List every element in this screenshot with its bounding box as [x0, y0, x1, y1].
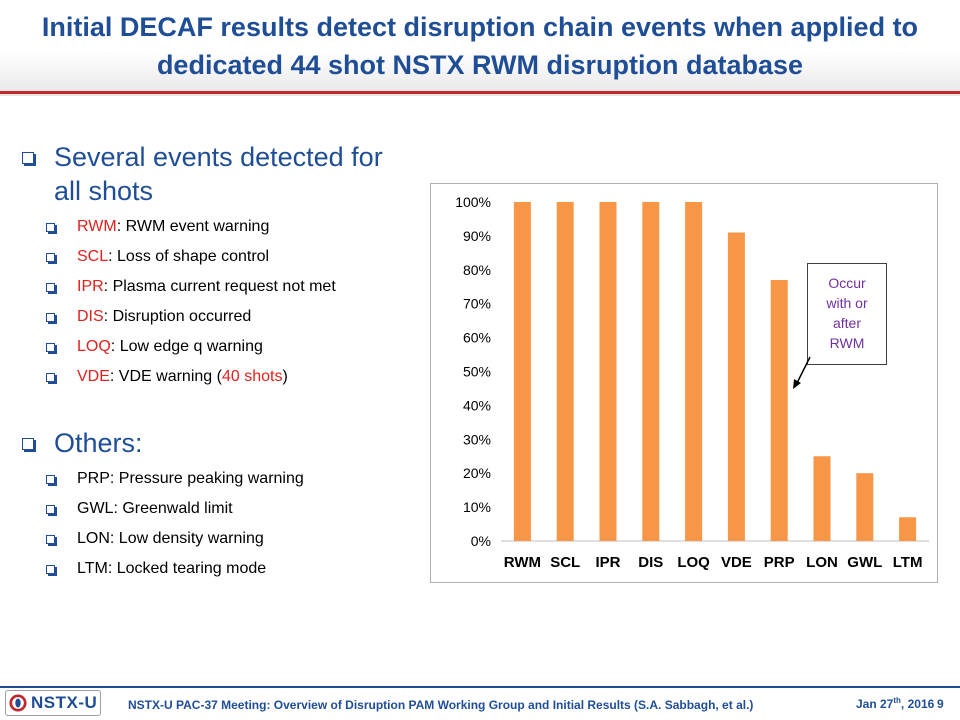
x-tick-label: LTM: [893, 554, 923, 571]
x-tick-label: RWM: [504, 554, 541, 571]
bar-ltm: [899, 517, 917, 541]
bar-ipr: [599, 202, 617, 541]
sub-bullet: DIS: Disruption occurred: [22, 306, 412, 328]
y-tick-label: 70%: [463, 296, 491, 312]
page-number: 9: [937, 697, 944, 711]
bar-loq: [685, 202, 703, 541]
checkbox-bullet-icon: [22, 152, 34, 164]
callout-box: Occur with or after RWM: [807, 263, 887, 365]
bar-rwm: [513, 202, 531, 541]
y-tick-label: 50%: [463, 364, 491, 380]
footer-date: Jan 27th, 2016: [856, 696, 935, 711]
x-tick-label: GWL: [847, 554, 882, 571]
y-tick-label: 30%: [463, 431, 491, 447]
y-tick-label: 80%: [463, 262, 491, 278]
sub-bullet: RWM: RWM event warning: [22, 216, 412, 238]
checkbox-bullet-icon: [46, 373, 55, 382]
event-description: : Disruption occurred: [103, 308, 252, 325]
event-code: DIS: [77, 308, 104, 325]
event-code: RWM: [77, 218, 117, 235]
event-description: : RWM event warning: [116, 218, 270, 235]
sub-bullet: IPR: Plasma current request not met: [22, 276, 412, 298]
callout-line: after: [832, 315, 861, 331]
x-tick-label: IPR: [595, 554, 620, 571]
checkbox-bullet-icon: [46, 475, 55, 484]
sub-bullet: SCL: Loss of shape control: [22, 246, 412, 268]
title-divider: [0, 91, 960, 94]
y-tick-label: 100%: [455, 194, 491, 210]
y-tick-label: 60%: [463, 330, 491, 346]
checkbox-bullet-icon: [46, 313, 55, 322]
shot-count: 40 shots: [221, 368, 283, 385]
bar-scl: [556, 202, 574, 541]
bar-chart: 0% 10% 20% 30% 40% 50% 60% 70% 80% 90% 100% RWM SCL I…: [430, 183, 938, 583]
sub-bullet: LON: Low density warning: [22, 528, 412, 550]
footer-divider: [0, 686, 960, 688]
event-description: : Low edge q warning: [110, 338, 263, 355]
y-tick-label: 20%: [463, 465, 491, 481]
y-tick-label: 0%: [471, 533, 491, 549]
checkbox-bullet-icon: [46, 223, 55, 232]
x-tick-label: DIS: [638, 554, 663, 571]
sub-bullet: PRP: Pressure peaking warning: [22, 468, 412, 490]
checkbox-bullet-icon: [46, 253, 55, 262]
callout-line: RWM: [829, 335, 865, 351]
event-code: IPR: [77, 278, 104, 295]
checkbox-bullet-icon: [46, 565, 55, 574]
event-description: : Plasma current request not met: [103, 278, 336, 295]
sub-bullet: LTM: Locked tearing mode: [22, 558, 412, 580]
bar-chart-svg: 0% 10% 20% 30% 40% 50% 60% 70% 80% 90% 100% RWM SCL I…: [455, 194, 929, 571]
y-tick-label: 90%: [463, 228, 491, 244]
checkbox-bullet-icon: [46, 505, 55, 514]
y-tick-label: 10%: [463, 499, 491, 515]
sub-bullet: LOQ: Low edge q warning: [22, 336, 412, 358]
x-tick-label: LOQ: [677, 554, 710, 571]
checkbox-bullet-icon: [22, 438, 34, 450]
bullet-heading-2: Others:: [22, 426, 412, 460]
bar-lon: [813, 456, 831, 541]
event-code: SCL: [77, 248, 109, 265]
title-bar: Initial DECAF results detect disruption …: [0, 0, 960, 96]
sub-bullet: GWL: Greenwald limit: [22, 498, 412, 520]
checkbox-bullet-icon: [46, 535, 55, 544]
callout-line: Occur: [828, 275, 866, 291]
checkbox-bullet-icon: [46, 343, 55, 352]
y-tick-label: 40%: [463, 397, 491, 413]
bar-prp: [770, 279, 788, 541]
event-description: : VDE warning (: [109, 368, 222, 385]
event-code: LOQ: [77, 338, 111, 355]
bullet-heading-1: Several events detected for all shots: [22, 140, 412, 208]
x-tick-label: VDE: [721, 554, 752, 571]
footer-meeting: NSTX-U PAC-37 Meeting: Overview of Disru…: [128, 698, 754, 712]
sub-bullet: VDE: VDE warning (40 shots): [22, 366, 412, 388]
event-description: : Loss of shape control: [108, 248, 270, 265]
x-tick-label: LON: [806, 554, 838, 571]
callout-line: with or: [826, 295, 868, 311]
event-code: VDE: [77, 368, 110, 385]
callout-arrow-icon: [793, 356, 811, 389]
checkbox-bullet-icon: [46, 283, 55, 292]
bar-dis: [642, 202, 660, 541]
x-tick-label: SCL: [550, 554, 580, 571]
x-tick-label: PRP: [764, 554, 795, 571]
bullet-list: Several events detected for all shots RW…: [22, 140, 412, 588]
bar-gwl: [856, 473, 874, 541]
nstx-u-logo: NSTX-U: [5, 690, 101, 716]
slide-title: Initial DECAF results detect disruption …: [41, 12, 919, 80]
bar-vde: [727, 232, 745, 541]
torus-logo-icon: [9, 694, 27, 712]
